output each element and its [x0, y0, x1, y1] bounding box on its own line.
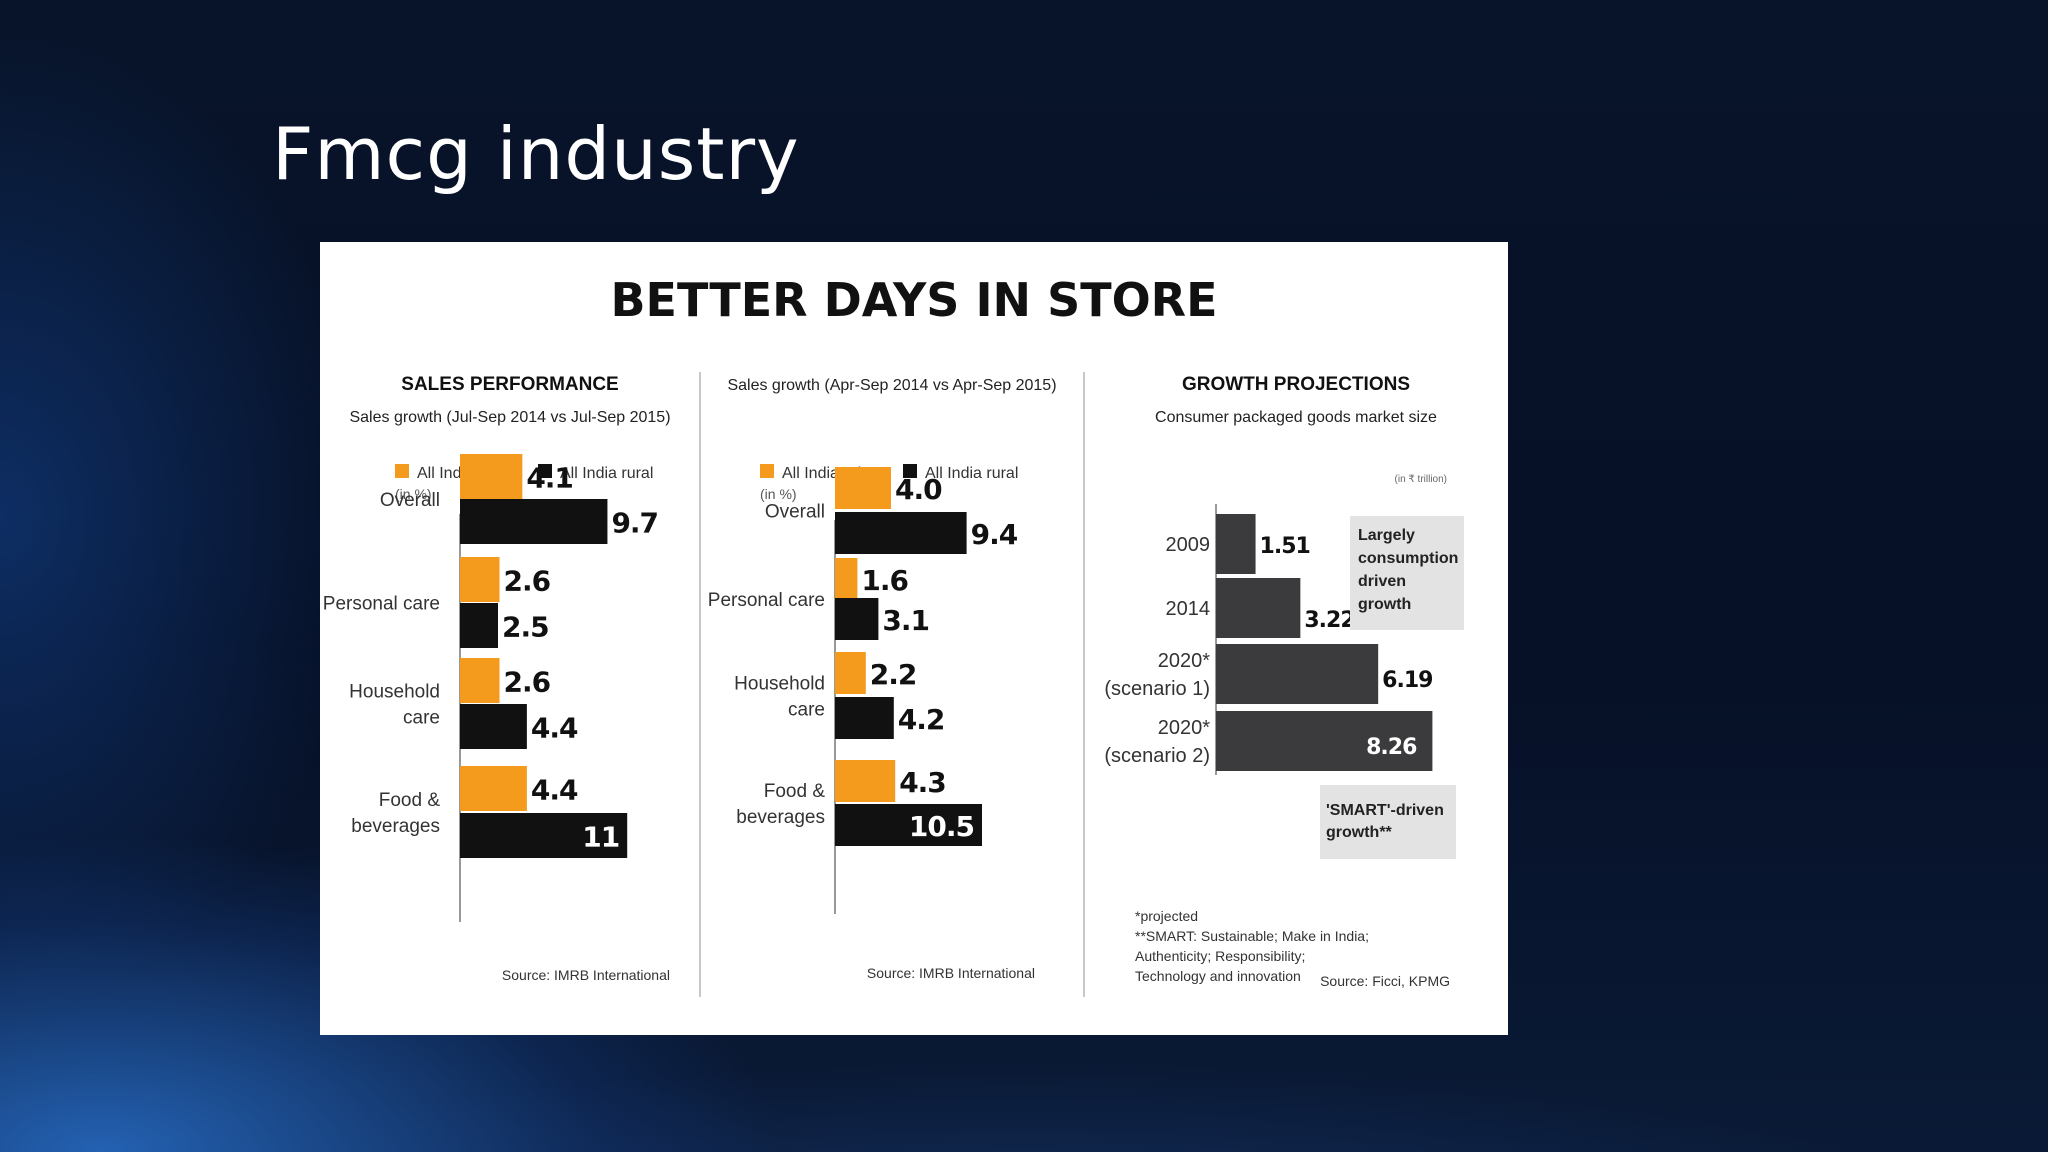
slide-title: Fmcg industry — [272, 112, 800, 196]
bar-value-label: 4.3 — [899, 766, 946, 799]
category-label: care — [788, 700, 825, 721]
bar-urban — [460, 766, 527, 811]
projection-bar — [1216, 644, 1379, 704]
panel-title: SALES PERFORMANCE — [401, 374, 618, 395]
bar-urban — [460, 658, 500, 703]
infographic: BETTER DAYS IN STORE SALES PERFORMANCE Sa… — [320, 242, 1508, 1035]
source-label: Source: IMRB International — [502, 967, 670, 983]
legend-swatch-rural — [538, 464, 552, 478]
bar-urban — [460, 454, 523, 499]
unit-label: (in %) — [395, 486, 432, 502]
bar-value-label: 9.4 — [971, 518, 1018, 551]
panel-subtitle: Sales growth (Jul-Sep 2014 vs Jul-Sep 20… — [349, 409, 670, 426]
panel-subtitle: Consumer packaged goods market size — [1155, 409, 1437, 426]
unit-label: (in ₹ trillion) — [1395, 474, 1447, 485]
bar-value-label: 4.2 — [898, 703, 945, 736]
unit-label: (in %) — [760, 486, 797, 502]
bar-rural — [835, 598, 879, 640]
category-label: care — [403, 708, 440, 729]
projection-category-label: 2020* — [1158, 717, 1210, 739]
legend-label-rural: All India rural — [560, 465, 653, 482]
category-label: Household — [734, 674, 825, 695]
annotation-consumption-line: consumption — [1358, 550, 1458, 567]
annotation-consumption-line: growth — [1358, 596, 1411, 613]
category-label: Personal care — [708, 590, 825, 611]
projection-bar — [1216, 578, 1301, 638]
footnote-smart-3: Technology and innovation — [1135, 968, 1301, 984]
projection-category-label: 2009 — [1166, 534, 1211, 556]
projection-value-label: 1.51 — [1260, 534, 1310, 559]
bar-urban — [835, 760, 896, 802]
bar-urban — [835, 652, 866, 694]
category-label: Food & — [764, 781, 826, 802]
category-label: Household — [349, 682, 440, 703]
category-label: beverages — [736, 807, 825, 828]
annotation-smart-line: growth** — [1326, 824, 1393, 841]
projection-category-label: (scenario 1) — [1104, 678, 1210, 700]
footnote-smart-2: Authenticity; Responsibility; — [1135, 948, 1305, 964]
category-label: Food & — [379, 790, 441, 811]
projection-category-label: 2014 — [1166, 598, 1211, 620]
legend-label-rural: All India rural — [925, 465, 1018, 482]
infographic-headline: BETTER DAYS IN STORE — [610, 273, 1217, 327]
projection-category-label: 2020* — [1158, 650, 1210, 672]
bar-value-label: 2.5 — [502, 611, 549, 644]
bar-value-label: 4.4 — [531, 712, 578, 745]
bar-urban — [835, 558, 858, 600]
annotation-box-consumption — [1350, 516, 1464, 630]
annotation-smart-line: 'SMART'-driven — [1326, 802, 1444, 819]
bar-value-label: 3.1 — [882, 604, 929, 637]
bar-value-label: 2.6 — [504, 565, 551, 598]
legend-swatch-rural — [903, 464, 917, 478]
bar-value-label: 1.6 — [861, 564, 908, 597]
projection-value-label: 3.22 — [1304, 608, 1354, 633]
projection-value-label: 6.19 — [1382, 668, 1432, 693]
bar-value-label: 11 — [582, 821, 619, 854]
bar-value-label: 4.0 — [895, 473, 942, 506]
infographic-canvas: BETTER DAYS IN STORE SALES PERFORMANCE Sa… — [323, 273, 1464, 997]
bar-value-label: 9.7 — [611, 507, 658, 540]
legend-swatch-urban — [760, 464, 774, 478]
legend-swatch-urban — [395, 464, 409, 478]
source-label: Source: IMRB International — [867, 965, 1035, 981]
bar-rural — [460, 603, 498, 648]
footnote-projected: *projected — [1135, 908, 1198, 924]
panel-subtitle: Sales growth (Apr-Sep 2014 vs Apr-Sep 20… — [727, 377, 1056, 394]
bar-rural — [835, 512, 967, 554]
annotation-consumption-line: Largely — [1358, 527, 1415, 544]
bar-urban — [835, 467, 891, 509]
projection-bar — [1216, 514, 1256, 574]
category-label: Overall — [380, 490, 440, 511]
projection-value-label: 8.26 — [1366, 735, 1417, 760]
bar-value-label: 2.6 — [504, 666, 551, 699]
category-label: beverages — [351, 816, 440, 837]
bar-value-label: 4.1 — [526, 462, 573, 495]
bar-rural — [835, 804, 982, 846]
category-label: Personal care — [323, 594, 440, 615]
bar-rural — [835, 697, 894, 739]
bar-rural — [460, 704, 527, 749]
footnote-smart-1: **SMART: Sustainable; Make in India; — [1135, 928, 1369, 944]
bar-value-label: 10.5 — [909, 810, 974, 843]
annotation-box-smart — [1320, 785, 1456, 859]
panel-title: GROWTH PROJECTIONS — [1182, 374, 1410, 395]
bar-rural — [460, 813, 628, 858]
annotation-consumption-line: driven — [1358, 573, 1406, 590]
source-label: Source: Ficci, KPMG — [1320, 973, 1450, 989]
bar-rural — [460, 499, 608, 544]
bar-value-label: 2.2 — [870, 658, 917, 691]
projection-bar — [1216, 711, 1433, 771]
bar-urban — [460, 557, 500, 602]
projection-category-label: (scenario 2) — [1104, 745, 1210, 767]
category-label: Overall — [765, 502, 825, 523]
bar-value-label: 4.4 — [531, 774, 578, 807]
